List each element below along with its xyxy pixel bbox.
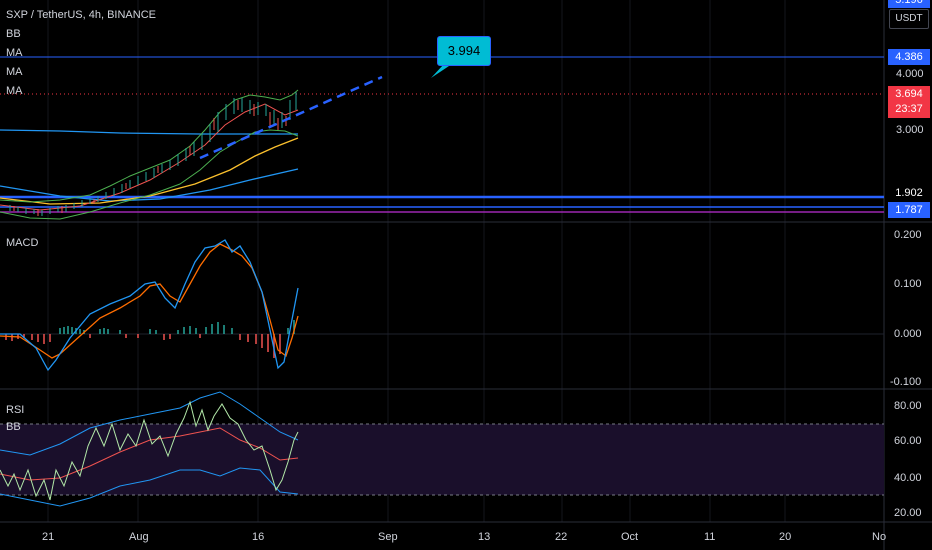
price-tag-top: 5.196 — [888, 0, 930, 8]
ma-mid-line — [0, 137, 299, 205]
chart-legend: SXP / TetherUS, 4h, BINANCE BB MA MA MA — [6, 6, 156, 101]
macd-signal-line — [0, 243, 299, 359]
vertical-gridlines — [47, 0, 786, 522]
rsi-bb-legend-title[interactable]: BB — [6, 421, 21, 433]
time-label-sep: Sep — [378, 531, 398, 543]
price-callout[interactable]: 3.994 — [437, 36, 491, 66]
macd-histogram — [5, 320, 295, 358]
time-label-11: 11 — [704, 531, 716, 543]
indicator-ma-label-3[interactable]: MA — [6, 85, 23, 97]
ma-fast-line — [0, 103, 299, 211]
macd-tick-0100: 0.100 — [894, 278, 922, 290]
price-tag-1902: 1.902 — [888, 185, 930, 201]
bar-countdown: 23:37 — [895, 103, 923, 115]
time-label-oct: Oct — [621, 531, 639, 543]
indicator-ma-label-1[interactable]: MA — [6, 47, 23, 59]
price-candles[interactable] — [9, 92, 297, 216]
time-label-aug: Aug — [129, 531, 149, 543]
time-label-13: 13 — [478, 531, 491, 543]
price-tag-1787: 1.787 — [888, 202, 930, 218]
rsi-tick-20: 20.00 — [894, 507, 922, 519]
macd-legend-title[interactable]: MACD — [6, 237, 39, 249]
bb-lower-band — [0, 129, 299, 220]
ma-long-line — [0, 168, 299, 202]
last-price-value: 3.694 — [895, 88, 923, 100]
time-label-16: 16 — [252, 531, 265, 543]
rsi-tick-40: 40.00 — [894, 472, 922, 484]
rsi-bb-upper — [0, 391, 299, 456]
rsi-legend: RSI BB — [6, 402, 24, 436]
rsi-tick-80: 80.00 — [894, 400, 922, 412]
trendline-projection[interactable] — [199, 75, 383, 160]
time-label-nov: No — [872, 531, 887, 543]
ma-slow-line — [0, 129, 298, 135]
time-label-22: 22 — [555, 531, 568, 543]
last-price-tag: 3.694 23:37 — [888, 86, 930, 118]
macd-tick-0200: 0.200 — [894, 229, 922, 241]
callout-pointer — [431, 64, 452, 78]
rsi-tick-60: 60.00 — [894, 435, 922, 447]
symbol-title[interactable]: SXP / TetherUS, 4h, BINANCE — [6, 9, 156, 21]
bb-upper-band — [0, 89, 299, 203]
rsi-line — [0, 400, 299, 501]
price-tick-4000: 4.000 — [896, 68, 924, 80]
macd-tick-neg0100: -0.100 — [890, 376, 922, 388]
macd-line — [0, 239, 299, 372]
currency-button[interactable]: USDT — [889, 9, 929, 29]
horizontal-level-1787[interactable] — [0, 206, 884, 213]
rsi-band-background — [0, 424, 884, 495]
macd-tick-0000: 0.000 — [894, 328, 922, 340]
rsi-bb-lower — [0, 467, 299, 507]
indicator-bb-label[interactable]: BB — [6, 28, 21, 40]
price-tick-3000: 3.000 — [896, 124, 924, 136]
rsi-legend-title[interactable]: RSI — [6, 404, 25, 416]
indicator-ma-label-2[interactable]: MA — [6, 66, 23, 78]
price-tag-4386: 4.386 — [888, 49, 930, 65]
time-label-21: 21 — [42, 531, 55, 543]
time-label-20: 20 — [779, 531, 792, 543]
